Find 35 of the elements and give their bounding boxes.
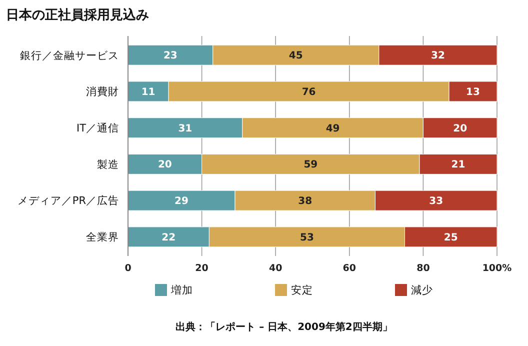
data-label: 76 <box>302 86 316 98</box>
legend-label: 増加 <box>170 284 193 297</box>
data-label: 20 <box>158 160 172 171</box>
data-label: 45 <box>288 50 303 62</box>
x-tick-label: 80 <box>416 263 430 274</box>
data-label: 11 <box>141 86 156 98</box>
x-tick-label: 40 <box>268 263 283 274</box>
data-label: 13 <box>466 86 480 98</box>
y-tick-label: 消費財 <box>86 85 119 98</box>
y-tick-label: IT／通信 <box>76 121 119 134</box>
x-tick-label: 60 <box>342 263 356 274</box>
data-label: 32 <box>431 50 445 62</box>
legend-label: 安定 <box>291 284 313 297</box>
y-tick-label: メディア／PR／広告 <box>17 194 119 208</box>
data-label: 31 <box>178 123 192 134</box>
x-tick-label: 20 <box>195 263 209 274</box>
data-label: 25 <box>444 232 458 244</box>
y-tick-label: 製造 <box>97 158 119 171</box>
y-tick-label: 全業界 <box>86 232 119 244</box>
chart-title: 日本の正社員採用見込み <box>6 7 149 23</box>
data-label: 20 <box>453 123 468 134</box>
legend-label: 減少 <box>411 284 433 297</box>
data-label: 21 <box>451 160 466 171</box>
x-tick-label: 0 <box>124 263 132 274</box>
source-note: 出典：「レポート – 日本、2009年第2四半期」 <box>176 321 392 333</box>
data-label: 33 <box>429 196 444 208</box>
x-tick-label: 100% <box>482 263 512 274</box>
y-tick-label: 銀行／金融サービス <box>20 50 119 62</box>
data-label: 22 <box>162 232 176 244</box>
data-label: 59 <box>304 160 318 171</box>
data-label: 23 <box>163 50 178 62</box>
data-label: 29 <box>174 196 188 208</box>
data-label: 53 <box>300 232 314 244</box>
data-label: 38 <box>298 196 312 208</box>
data-label: 49 <box>326 123 340 134</box>
